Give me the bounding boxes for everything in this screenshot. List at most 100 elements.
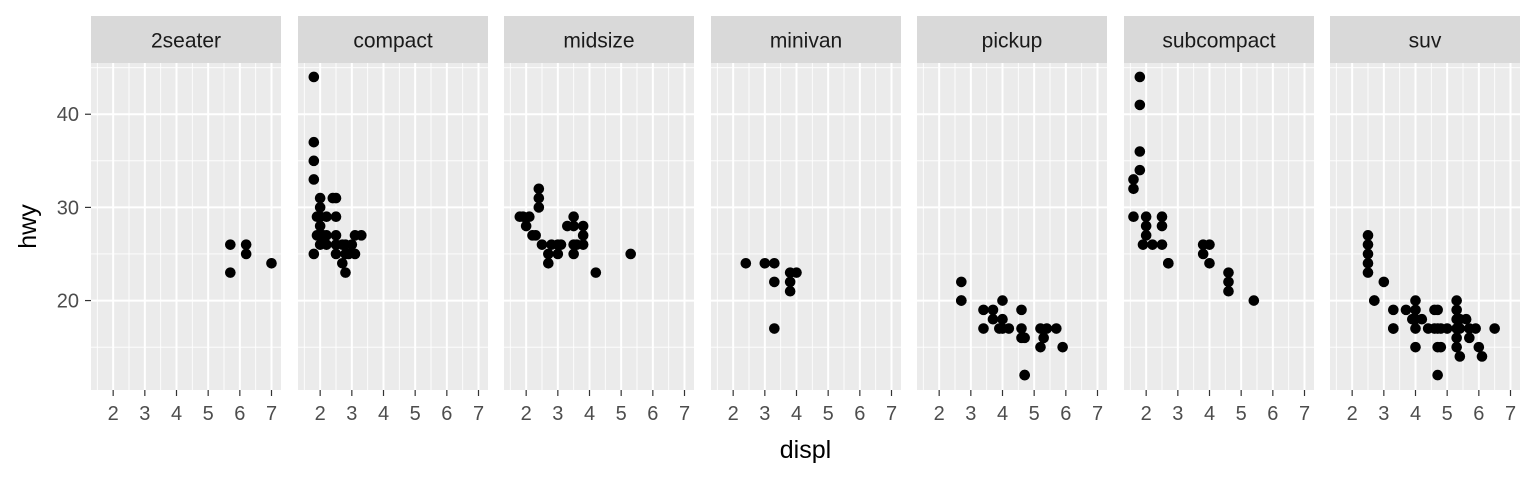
x-tick-label: 3 <box>139 403 150 425</box>
data-point <box>1134 146 1146 157</box>
x-tick-label: 5 <box>1442 403 1453 425</box>
facet-strip <box>917 16 1107 63</box>
data-point <box>314 202 326 213</box>
facet-panel-pickup: pickup 2 3 4 5 6 7 <box>917 16 1107 425</box>
y-tick-label: 40 <box>57 104 79 126</box>
data-point <box>1128 211 1139 223</box>
facet-strip-label: minivan <box>770 30 842 53</box>
x-tick-label: 2 <box>315 403 326 425</box>
x-tick-label: 3 <box>965 403 976 425</box>
facet-panel-compact: compact 2 3 4 5 6 7 <box>298 16 488 425</box>
data-point <box>577 239 589 250</box>
data-point <box>1140 230 1152 241</box>
x-tick-label: 3 <box>1172 403 1183 425</box>
data-point <box>791 267 802 278</box>
data-point <box>1451 341 1462 353</box>
x-tick-label: 2 <box>1347 403 1358 425</box>
data-point <box>1051 323 1062 334</box>
data-point <box>330 248 342 260</box>
data-point <box>1204 257 1215 269</box>
data-point <box>1369 295 1380 306</box>
data-point <box>568 248 579 260</box>
facet-strip <box>91 16 281 63</box>
x-tick-label: 6 <box>1060 403 1071 425</box>
x-tick-label: 4 <box>1410 403 1421 425</box>
data-point <box>769 257 780 269</box>
data-point <box>308 248 320 260</box>
y-tick-label: 30 <box>57 197 79 219</box>
facet-strip <box>711 16 901 63</box>
data-point <box>759 257 771 269</box>
data-point <box>1134 71 1146 83</box>
data-point <box>577 220 589 232</box>
data-point <box>1156 211 1168 223</box>
data-point <box>978 323 989 334</box>
panel-background <box>1330 63 1520 390</box>
x-tick-label: 4 <box>791 403 802 425</box>
data-point <box>543 248 554 260</box>
data-point <box>321 239 332 250</box>
data-point <box>590 267 602 278</box>
x-tick-label: 4 <box>1204 403 1215 425</box>
data-point <box>1476 351 1488 362</box>
data-point <box>330 211 342 223</box>
data-point <box>314 220 326 232</box>
data-point <box>1019 332 1030 344</box>
x-tick-label: 5 <box>616 403 627 425</box>
y-tick-label: 20 <box>57 291 79 313</box>
data-point <box>1388 323 1399 334</box>
data-point <box>1041 323 1053 334</box>
data-point <box>1362 248 1374 260</box>
data-point <box>321 211 332 223</box>
x-tick-label: 4 <box>171 403 182 425</box>
data-point <box>1400 304 1412 316</box>
x-axis-title: displ <box>780 436 831 464</box>
data-point <box>1134 164 1146 176</box>
data-point <box>308 71 320 83</box>
x-tick-label: 3 <box>1378 403 1389 425</box>
x-tick-label: 3 <box>552 403 563 425</box>
x-tick-label: 4 <box>378 403 389 425</box>
data-point <box>314 192 326 204</box>
data-point <box>321 230 332 241</box>
data-point <box>987 304 999 316</box>
data-point <box>1362 230 1374 241</box>
data-point <box>520 220 532 232</box>
x-tick-label: 3 <box>759 403 770 425</box>
data-point <box>1432 304 1443 316</box>
data-point <box>740 257 752 269</box>
data-point <box>1248 295 1260 306</box>
data-point <box>340 267 351 278</box>
panel-background <box>504 63 694 390</box>
data-point <box>577 230 589 241</box>
data-point <box>1147 239 1158 250</box>
data-point <box>987 313 999 325</box>
facet-strip <box>1330 16 1520 63</box>
x-tick-label: 7 <box>679 403 690 425</box>
data-point <box>225 239 236 250</box>
data-point <box>1019 369 1030 381</box>
data-point <box>1388 304 1399 316</box>
data-point <box>346 239 358 250</box>
data-point <box>568 220 579 232</box>
data-point <box>1460 313 1472 325</box>
panel-background <box>298 63 488 390</box>
data-point <box>1140 211 1152 223</box>
data-point <box>956 295 967 306</box>
x-tick-label: 6 <box>441 403 452 425</box>
data-point <box>1416 313 1428 325</box>
facet-strip-label: compact <box>353 30 433 53</box>
data-point <box>533 183 545 195</box>
data-point <box>1362 267 1374 278</box>
data-point <box>1470 323 1481 334</box>
data-point <box>978 304 989 316</box>
x-tick-label: 7 <box>1299 403 1310 425</box>
x-tick-label: 3 <box>346 403 357 425</box>
data-point <box>1204 239 1215 250</box>
x-tick-label: 5 <box>203 403 214 425</box>
data-point <box>240 248 252 260</box>
facet-strip-label: pickup <box>982 30 1043 53</box>
data-point <box>1035 341 1046 353</box>
facet-panel-subcompact: subcompact 2 3 4 5 6 7 <box>1124 16 1314 425</box>
